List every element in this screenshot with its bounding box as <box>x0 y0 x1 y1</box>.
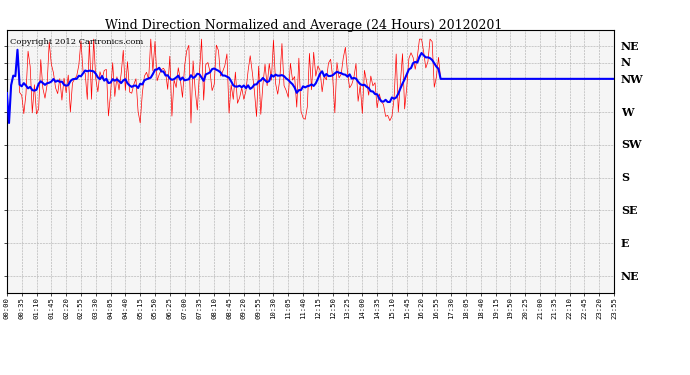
Text: Wind Direction Normalized and Average (24 Hours) 20120201: Wind Direction Normalized and Average (2… <box>105 19 502 32</box>
Text: NE: NE <box>621 41 640 52</box>
Text: NE: NE <box>621 271 640 282</box>
Text: N: N <box>621 57 631 68</box>
Text: NW: NW <box>621 74 644 85</box>
Text: E: E <box>621 238 629 249</box>
Text: W: W <box>621 106 633 117</box>
Text: Copyright 2012 Cartronics.com: Copyright 2012 Cartronics.com <box>10 38 144 46</box>
Text: SW: SW <box>621 140 642 150</box>
Text: S: S <box>621 172 629 183</box>
Text: SE: SE <box>621 205 638 216</box>
